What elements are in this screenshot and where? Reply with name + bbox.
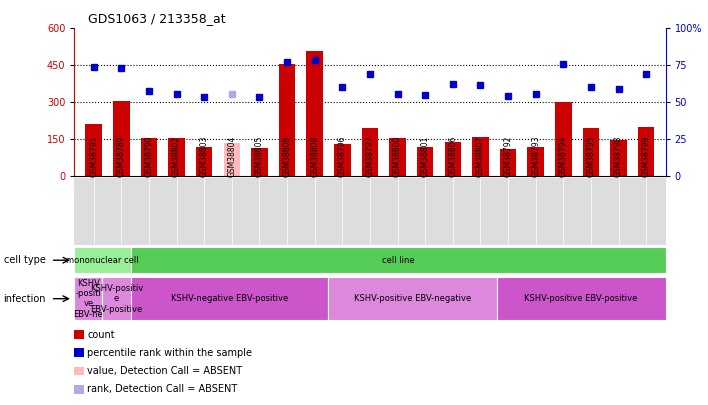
- Bar: [224, 143, 240, 176]
- Bar: [307, 51, 323, 176]
- Bar: [362, 128, 378, 176]
- Bar: [496, 277, 666, 320]
- Bar: [334, 144, 350, 176]
- Bar: [169, 138, 185, 176]
- Bar: [328, 277, 496, 320]
- Bar: [472, 137, 489, 176]
- Text: KSHV-positiv
e
EBV-positive: KSHV-positiv e EBV-positive: [90, 284, 143, 313]
- Text: rank, Detection Call = ABSENT: rank, Detection Call = ABSENT: [87, 384, 237, 394]
- Bar: [610, 141, 627, 176]
- Text: mononuclear cell: mononuclear cell: [66, 256, 139, 265]
- Bar: [103, 277, 131, 320]
- Text: count: count: [87, 330, 115, 339]
- Text: GDS1063 / 213358_at: GDS1063 / 213358_at: [88, 12, 226, 25]
- Text: cell type: cell type: [4, 255, 45, 265]
- Bar: [251, 148, 268, 176]
- Bar: [86, 124, 102, 176]
- Text: value, Detection Call = ABSENT: value, Detection Call = ABSENT: [87, 366, 242, 376]
- Text: KSHV-negative EBV-positive: KSHV-negative EBV-positive: [171, 294, 287, 303]
- Bar: [141, 138, 157, 176]
- Bar: [638, 127, 654, 176]
- Bar: [113, 101, 130, 176]
- Bar: [583, 128, 599, 176]
- Text: infection: infection: [4, 294, 46, 304]
- Bar: [445, 142, 461, 176]
- Text: KSHV-positive EBV-negative: KSHV-positive EBV-negative: [353, 294, 471, 303]
- Bar: [527, 147, 544, 176]
- Bar: [74, 247, 131, 273]
- Bar: [131, 277, 328, 320]
- Bar: [500, 149, 516, 176]
- Text: KSHV
-positi
ve
EBV-ne: KSHV -positi ve EBV-ne: [74, 279, 103, 319]
- Bar: [279, 64, 295, 176]
- Bar: [196, 147, 212, 176]
- Text: cell line: cell line: [382, 256, 414, 265]
- Bar: [74, 277, 103, 320]
- Bar: [417, 147, 433, 176]
- Bar: [389, 138, 406, 176]
- Text: percentile rank within the sample: percentile rank within the sample: [87, 348, 252, 358]
- Text: KSHV-positive EBV-positive: KSHV-positive EBV-positive: [525, 294, 638, 303]
- Bar: [555, 102, 571, 176]
